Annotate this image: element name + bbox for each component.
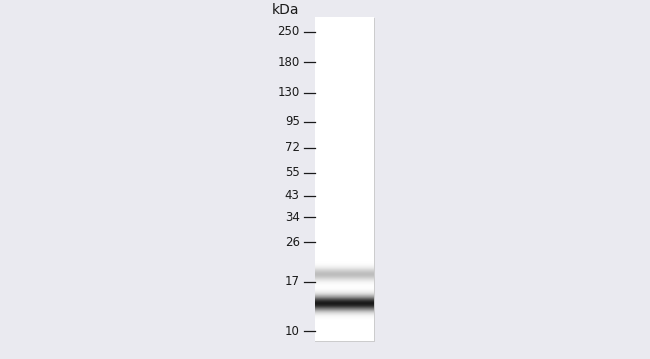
Text: 55: 55 <box>285 166 300 179</box>
Text: 95: 95 <box>285 115 300 128</box>
Text: 17: 17 <box>285 275 300 288</box>
Text: kDa: kDa <box>272 3 300 17</box>
Text: 72: 72 <box>285 141 300 154</box>
Text: 130: 130 <box>278 86 300 99</box>
Text: 34: 34 <box>285 211 300 224</box>
Text: 26: 26 <box>285 236 300 249</box>
Text: 43: 43 <box>285 189 300 202</box>
Text: 10: 10 <box>285 325 300 338</box>
Text: 180: 180 <box>278 56 300 69</box>
Bar <box>315 18 374 341</box>
Text: 250: 250 <box>278 25 300 38</box>
